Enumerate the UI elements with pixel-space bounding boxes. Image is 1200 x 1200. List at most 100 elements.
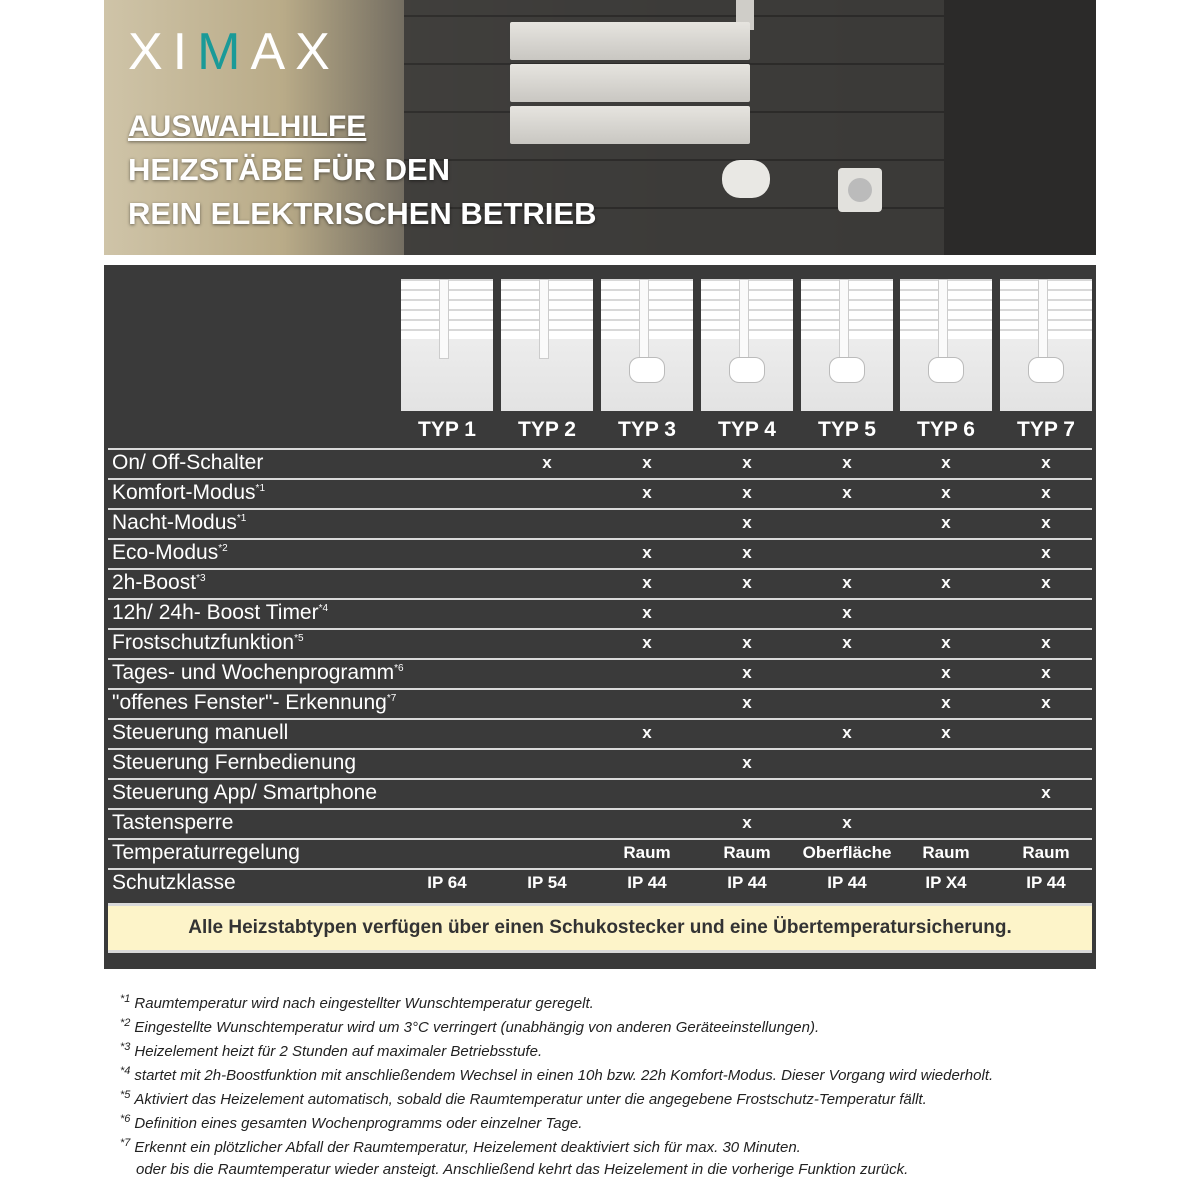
heating-rod-image-5 bbox=[801, 279, 893, 411]
feature-label: Tastensperre bbox=[112, 811, 233, 835]
feature-label: Frostschutzfunktion*5 bbox=[112, 631, 304, 655]
wall-cabinet bbox=[944, 0, 1096, 255]
table-cell: x bbox=[842, 603, 852, 622]
footnote: *5 Aktiviert das Heizelement automatisch,… bbox=[120, 1089, 1120, 1113]
info-note: Alle Heizstabtypen verfügen über einen S… bbox=[108, 903, 1092, 953]
table-cell: IP 44 bbox=[1026, 873, 1066, 892]
socket-image bbox=[838, 168, 882, 212]
table-cell: x bbox=[842, 633, 852, 652]
heating-rod-image-2 bbox=[501, 279, 593, 411]
feature-name: Komfort-Modus bbox=[112, 481, 256, 504]
feature-name: Nacht-Modus bbox=[112, 511, 237, 534]
brand-logo: XIMAX bbox=[128, 23, 340, 81]
title-line-2: HEIZSTÄBE FÜR DEN bbox=[128, 152, 451, 187]
feature-name: 12h/ 24h- Boost Timer bbox=[112, 601, 319, 624]
feature-label: Komfort-Modus*1 bbox=[112, 481, 265, 505]
table-cell: x bbox=[642, 573, 652, 592]
table-row: 12h/ 24h- Boost Timer*4 x x bbox=[108, 598, 1092, 626]
table-cell: x bbox=[642, 483, 652, 502]
radiator-image bbox=[510, 22, 750, 150]
heating-controller-image bbox=[722, 160, 770, 198]
footnote-ref: *7 bbox=[386, 693, 397, 704]
footnote-ref: *6 bbox=[394, 663, 404, 674]
footnotes: *1 Raumtemperatur wird nach eingestellter… bbox=[120, 993, 1120, 1185]
footnote-ref: *3 bbox=[196, 573, 206, 584]
table-row: Nacht-Modus*1 x x x bbox=[108, 508, 1092, 536]
feature-label: On/ Off-Schalter bbox=[112, 451, 263, 475]
footnote-ref: *2 bbox=[218, 543, 228, 554]
table-cell: IP 44 bbox=[727, 873, 767, 892]
table-row: On/ Off-Schalter x x x x x x bbox=[108, 448, 1092, 476]
table-cell: x bbox=[742, 663, 752, 682]
feature-label: Eco-Modus*2 bbox=[112, 541, 228, 565]
table-row: Tages- und Wochenprogramm*6 x x x bbox=[108, 658, 1092, 686]
footnote-mark: *7 bbox=[120, 1137, 131, 1149]
table-cell: Raum bbox=[623, 843, 671, 862]
table-cell: Oberfläche bbox=[802, 843, 892, 862]
table-cell: IP X4 bbox=[925, 873, 967, 892]
footnote-text: Raumtemperatur wird nach eingestellter W… bbox=[134, 995, 594, 1012]
table-cell: x bbox=[742, 513, 752, 532]
table-cell: Raum bbox=[922, 843, 970, 862]
table-cell: x bbox=[642, 633, 652, 652]
feature-label: Nacht-Modus*1 bbox=[112, 511, 246, 535]
type-header: TYP 3 bbox=[618, 418, 676, 441]
type-header: TYP 7 bbox=[1017, 418, 1075, 441]
table-cell: x bbox=[642, 543, 652, 562]
feature-label: 12h/ 24h- Boost Timer*4 bbox=[112, 601, 328, 625]
feature-name: "offenes Fenster"- Erkennung bbox=[112, 691, 387, 714]
heating-rod-image-4 bbox=[701, 279, 793, 411]
type-header: TYP 6 bbox=[917, 418, 975, 441]
type-header: TYP 1 bbox=[418, 418, 476, 441]
table-cell: x bbox=[1041, 483, 1051, 502]
footnote-mark: *5 bbox=[120, 1089, 131, 1101]
table-row: Tastensperre x x bbox=[108, 808, 1092, 836]
table-cell: x bbox=[941, 483, 951, 502]
footnote-text: startet mit 2h-Boostfunktion mit anschli… bbox=[134, 1067, 994, 1084]
table-cell: IP 44 bbox=[627, 873, 667, 892]
type-header: TYP 2 bbox=[518, 418, 576, 441]
feature-name: 2h-Boost bbox=[112, 571, 197, 594]
heating-rod-image-7 bbox=[1000, 279, 1092, 411]
feature-label: 2h-Boost*3 bbox=[112, 571, 206, 595]
feature-name: Steuerung Fernbedienung bbox=[112, 751, 357, 774]
feature-name: Frostschutzfunktion bbox=[112, 631, 295, 654]
table-cell: x bbox=[742, 483, 752, 502]
feature-name: Tastensperre bbox=[112, 811, 234, 834]
table-row: Steuerung App/ Smartphone x bbox=[108, 778, 1092, 806]
footnote: oder bis die Raumtemperatur wieder anste… bbox=[120, 1161, 1120, 1185]
table-cell: x bbox=[1041, 693, 1051, 712]
table-cell: Raum bbox=[723, 843, 771, 862]
feature-label: Schutzklasse bbox=[112, 871, 236, 895]
footnote-text: oder bis die Raumtemperatur wieder anste… bbox=[136, 1161, 909, 1178]
feature-label: Steuerung App/ Smartphone bbox=[112, 781, 377, 805]
table-row: Schutzklasse IP 64 IP 54 IP 44 IP 44 IP 44 IP … bbox=[108, 868, 1092, 896]
footnote-mark: *3 bbox=[120, 1041, 131, 1053]
table-row: Komfort-Modus*1 x x x x x bbox=[108, 478, 1092, 506]
feature-label: Steuerung manuell bbox=[112, 721, 288, 745]
table-cell: Raum bbox=[1022, 843, 1070, 862]
feature-name: Steuerung manuell bbox=[112, 721, 289, 744]
type-header: TYP 4 bbox=[718, 418, 776, 441]
feature-name: Temperaturregelung bbox=[112, 841, 300, 864]
table-cell: x bbox=[642, 453, 652, 472]
comparison-table: TYP 1 TYP 2 TYP 3 TYP 4 TYP 5 TYP 6 TYP 7 On/ O… bbox=[104, 265, 1096, 969]
footnote-mark: *1 bbox=[120, 993, 131, 1005]
feature-label: "offenes Fenster"- Erkennung*7 bbox=[112, 691, 396, 715]
footnote: *4 startet mit 2h-Boostfunktion mit ansch… bbox=[120, 1065, 1120, 1089]
footnote: *2 Eingestellte Wunschtemperatur wird um … bbox=[120, 1017, 1120, 1041]
table-cell: x bbox=[941, 453, 951, 472]
table-cell: x bbox=[941, 573, 951, 592]
footnote-mark: *4 bbox=[120, 1065, 131, 1077]
feature-name: Tages- und Wochenprogramm bbox=[112, 661, 395, 684]
feature-name: Eco-Modus bbox=[112, 541, 219, 564]
footnote-text: Aktiviert das Heizelement automatisch, s… bbox=[134, 1091, 927, 1108]
footnote: *3 Heizelement heizt für 2 Stunden auf ma… bbox=[120, 1041, 1120, 1065]
footnote-text: Erkennt ein plötzlicher Abfall der Raumt… bbox=[134, 1139, 801, 1156]
footnote-text: Definition eines gesamten Wochenprogramm… bbox=[134, 1115, 583, 1132]
table-cell: x bbox=[1041, 573, 1051, 592]
footnote-ref: *1 bbox=[255, 483, 265, 494]
footnote-text: Heizelement heizt für 2 Stunden auf maxi… bbox=[134, 1043, 543, 1060]
table-cell: x bbox=[1041, 513, 1051, 532]
title-line-1: AUSWAHLHILFE bbox=[128, 110, 367, 143]
